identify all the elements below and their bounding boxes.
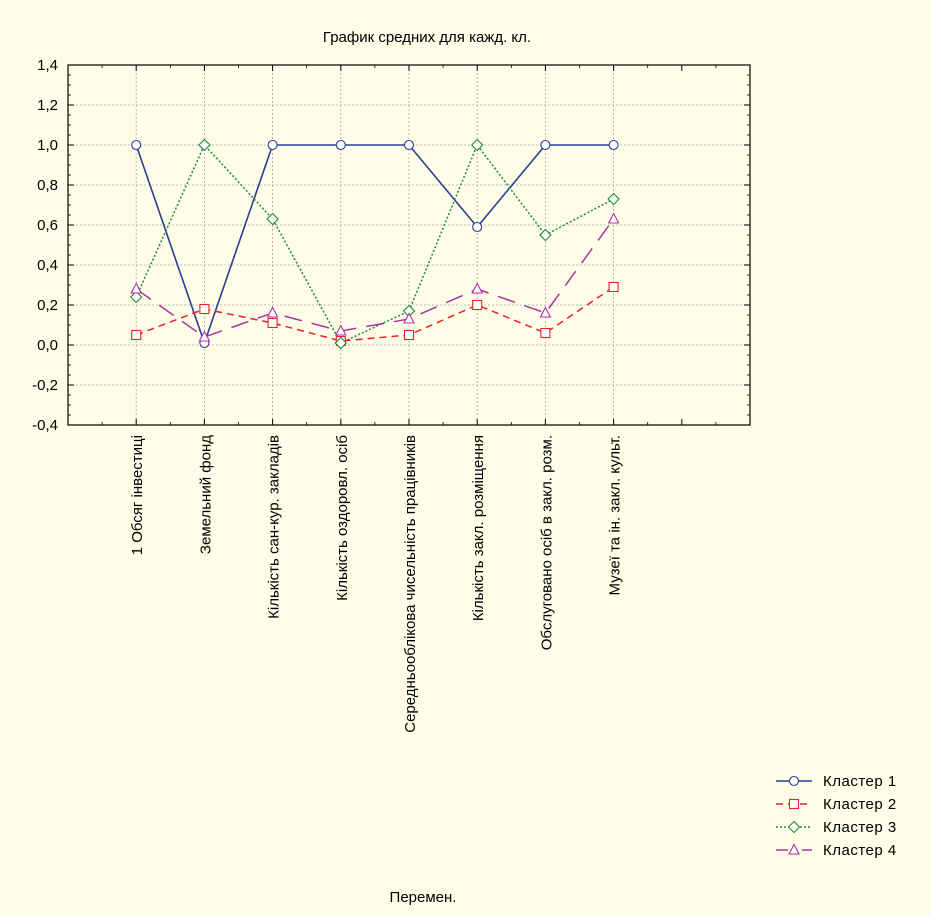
data-point-series-4: [198, 330, 211, 342]
legend-label-3: Кластер 3: [823, 819, 897, 836]
data-point-series-1: [472, 221, 483, 233]
legend-marker-3: [787, 820, 801, 834]
legend-marker-1: [788, 775, 800, 787]
series-line-1: [135, 144, 614, 346]
chart-title: График средних для кажд. кл.: [323, 29, 531, 46]
data-point-series-4: [471, 282, 484, 294]
x-category-label: Земельний фонд: [197, 435, 214, 554]
data-point-series-1: [335, 139, 346, 151]
y-tick-label: 0,8: [37, 177, 58, 194]
data-point-series-4: [266, 306, 279, 318]
data-point-series-4: [334, 324, 347, 336]
y-tick-label: 0,2: [37, 297, 58, 314]
data-point-series-3: [129, 290, 143, 304]
x-category-label: Кількість оздоровл. осіб: [334, 435, 351, 601]
x-category-label: Музеї та ін. закл. культ.: [607, 435, 624, 595]
y-tick-label: 0,6: [37, 217, 58, 234]
data-point-series-1: [403, 139, 415, 151]
y-tick-label: 1,0: [37, 137, 58, 154]
data-point-series-1: [131, 139, 142, 151]
series-line-3: [135, 143, 614, 344]
data-point-series-4: [607, 212, 620, 224]
data-point-series-3: [198, 138, 211, 152]
y-tick-label: 0,4: [37, 257, 58, 274]
data-point-series-2: [608, 281, 619, 293]
series-line-4: [135, 218, 615, 338]
series-line-2: [135, 286, 615, 342]
y-tick-label: -0,2: [32, 377, 58, 394]
data-point-series-4: [403, 312, 415, 324]
legend-marker-4: [788, 843, 800, 855]
data-point-series-2: [472, 299, 483, 311]
y-tick-label: 0,0: [37, 337, 58, 354]
x-category-label: Середньооблікова чисельність працівників: [402, 435, 419, 733]
y-tick-label: -0,4: [32, 417, 58, 434]
x-category-label: 1 Обсяг інвестиці: [129, 435, 146, 555]
data-point-series-3: [607, 192, 620, 206]
y-tick-label: 1,4: [37, 57, 58, 74]
data-point-series-2: [403, 329, 415, 341]
data-point-series-2: [267, 317, 278, 329]
x-axis-title: Перемен.: [390, 889, 457, 906]
legend-marker-2: [788, 798, 800, 810]
legend-label-4: Кластер 4: [823, 842, 897, 859]
x-category-label: Кількість сан-кур. закладів: [266, 435, 283, 619]
data-point-series-1: [608, 139, 619, 151]
data-point-series-1: [540, 139, 551, 151]
legend-label-1: Кластер 1: [823, 773, 897, 790]
data-point-series-3: [470, 138, 484, 152]
data-point-series-3: [266, 212, 279, 226]
data-point-series-2: [131, 329, 142, 341]
data-point-series-2: [199, 303, 210, 315]
y-tick-label: 1,2: [37, 97, 58, 114]
data-point-series-3: [539, 228, 552, 242]
data-point-series-1: [267, 139, 278, 151]
data-point-series-4: [539, 306, 552, 318]
x-category-label: Обслуговано осіб в закл. розм.: [538, 435, 555, 650]
legend-label-2: Кластер 2: [823, 796, 897, 813]
data-point-series-3: [334, 336, 348, 350]
data-point-series-4: [130, 282, 143, 294]
x-category-label: Кількість закл. розміщення: [470, 435, 487, 621]
data-point-series-2: [540, 327, 551, 339]
